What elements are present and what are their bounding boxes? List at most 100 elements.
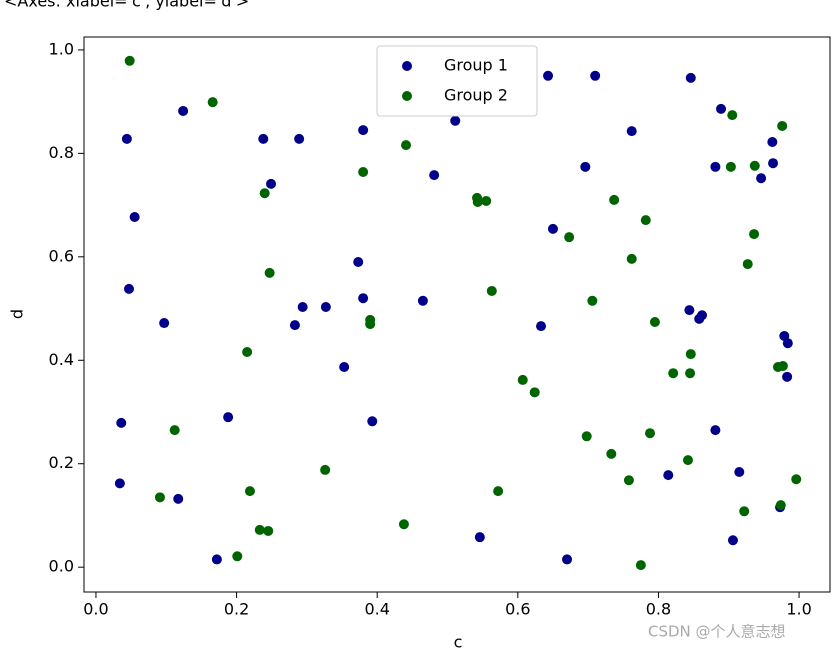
point <box>645 428 656 439</box>
point <box>649 317 660 327</box>
point <box>481 195 492 206</box>
x-tick-label: 0.0 <box>83 600 108 619</box>
point <box>294 133 305 144</box>
x-axis-label: c <box>454 633 463 651</box>
point <box>772 362 783 372</box>
point <box>401 140 412 151</box>
point <box>710 161 721 172</box>
point <box>725 161 736 172</box>
point <box>320 464 331 475</box>
point <box>640 215 651 226</box>
point <box>124 55 135 66</box>
x-tick-label: 0.8 <box>646 600 671 619</box>
point <box>116 417 127 428</box>
point <box>581 431 592 442</box>
x-tick-label: 0.4 <box>364 600 389 619</box>
point <box>742 259 753 270</box>
point <box>417 295 428 306</box>
point <box>543 70 554 81</box>
point <box>697 310 708 321</box>
point <box>782 338 793 349</box>
point <box>767 137 778 147</box>
point <box>429 170 440 181</box>
point <box>626 253 637 264</box>
point <box>398 519 409 530</box>
point <box>562 554 573 565</box>
point <box>358 125 369 136</box>
point <box>169 425 180 436</box>
point <box>734 467 745 477</box>
point <box>353 257 364 267</box>
point <box>782 371 793 382</box>
point <box>242 347 253 357</box>
x-tick-label: 0.2 <box>224 600 249 619</box>
point <box>739 506 750 517</box>
point <box>123 283 134 294</box>
point <box>564 232 575 243</box>
point <box>623 475 634 486</box>
y-tick-label: 0.2 <box>49 453 74 472</box>
point <box>259 188 270 199</box>
point <box>716 103 727 114</box>
point <box>474 532 485 543</box>
point <box>756 173 767 184</box>
point <box>254 524 265 535</box>
y-tick-label: 1.0 <box>49 39 74 58</box>
point <box>258 133 269 144</box>
point <box>685 349 696 360</box>
y-tick-label: 0.8 <box>49 143 74 162</box>
point <box>768 158 779 169</box>
point <box>580 161 591 172</box>
y-axis-label: d <box>8 309 27 319</box>
point <box>727 110 738 121</box>
x-tick-label: 1.0 <box>786 600 811 619</box>
point <box>626 126 637 137</box>
point <box>590 70 601 81</box>
point <box>609 194 620 205</box>
legend-label: Group 2 <box>444 86 508 105</box>
point <box>606 448 617 459</box>
point <box>635 560 646 571</box>
point <box>517 374 528 385</box>
point <box>297 302 308 312</box>
legend-marker <box>402 61 412 71</box>
point <box>682 455 693 466</box>
point <box>663 470 674 481</box>
x-tick-label: 0.6 <box>505 600 530 619</box>
point <box>320 302 331 312</box>
point <box>727 535 738 546</box>
axes-repr: <Axes: xlabel='c', ylabel='d'> <box>4 0 249 11</box>
y-tick-label: 0.4 <box>49 350 74 369</box>
point <box>529 387 540 398</box>
point <box>266 178 277 189</box>
point <box>587 295 598 306</box>
point <box>791 474 802 485</box>
point <box>223 412 234 423</box>
point <box>777 120 788 131</box>
point <box>121 133 132 144</box>
point <box>547 223 558 234</box>
point <box>173 493 184 504</box>
point <box>775 500 786 511</box>
point <box>367 416 378 427</box>
point <box>244 486 255 497</box>
point <box>536 321 547 332</box>
point <box>264 267 275 278</box>
point <box>450 115 461 126</box>
point <box>154 492 165 503</box>
point <box>114 478 125 489</box>
point <box>289 320 300 331</box>
point <box>211 554 222 565</box>
point <box>358 167 369 177</box>
y-tick-label: 0.0 <box>49 557 74 576</box>
point <box>668 368 679 379</box>
point <box>472 197 483 207</box>
legend-marker <box>402 91 412 101</box>
point <box>685 72 696 83</box>
point <box>232 551 243 562</box>
point <box>129 212 140 222</box>
point <box>365 319 376 330</box>
point <box>486 285 497 296</box>
point <box>178 105 189 116</box>
